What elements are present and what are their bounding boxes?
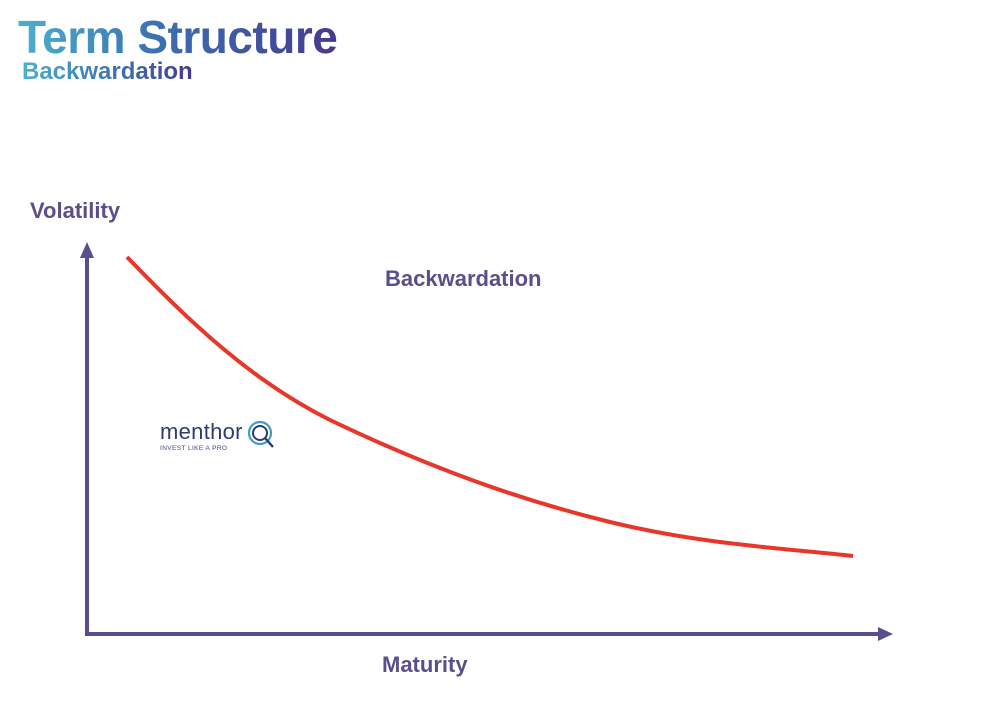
logo-tagline: INVEST LIKE A PRO	[160, 445, 228, 452]
menthorq-logo: menthor INVEST LIKE A PRO	[160, 420, 280, 452]
curve-label: Backwardation	[385, 266, 542, 291]
y-axis-label: Volatility	[30, 198, 121, 223]
backwardation-curve	[125, 255, 854, 558]
page-title: Term Structure	[18, 11, 338, 63]
x-axis-label: Maturity	[382, 652, 468, 677]
y-axis-arrow-icon	[80, 242, 94, 258]
logo-name: menthor	[160, 419, 243, 444]
page-subtitle: Backwardation	[22, 58, 193, 85]
x-axis-arrow-icon	[878, 627, 893, 641]
q-mark-icon	[247, 420, 274, 448]
